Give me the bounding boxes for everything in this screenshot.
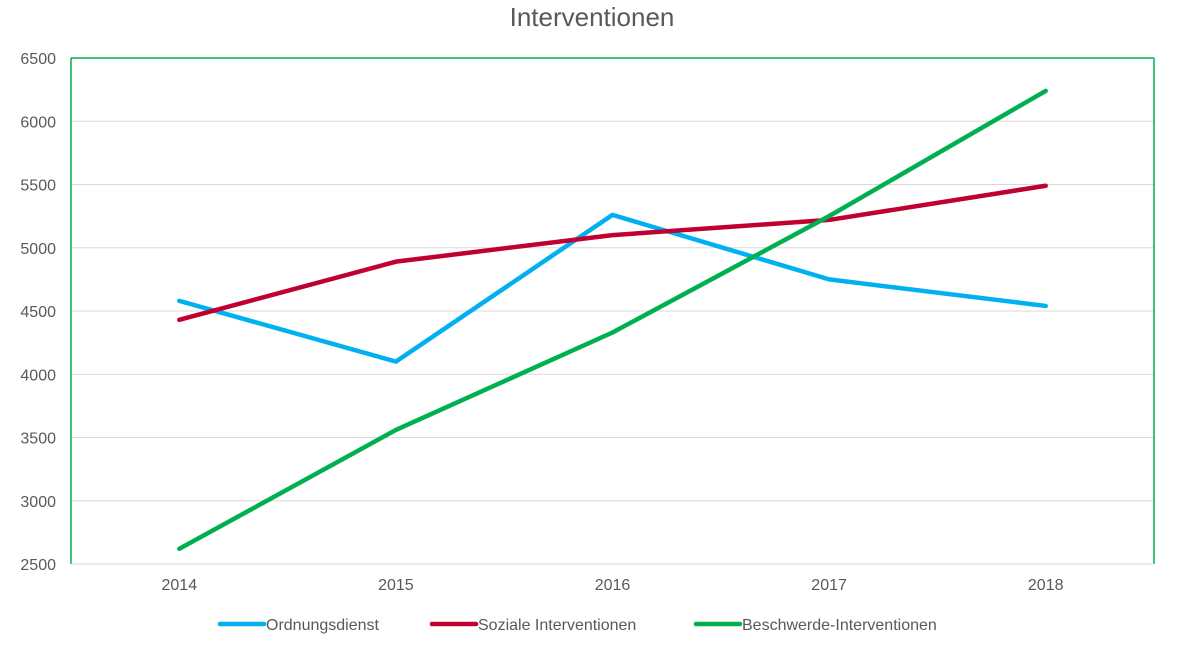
x-tick-label: 2014 [162,577,198,594]
x-tick-label: 2017 [811,577,847,594]
y-tick-label: 3000 [20,494,56,511]
y-tick-label: 2500 [20,557,56,574]
legend: Ordnungsdienst Soziale Interventionen Besc… [217,617,937,634]
legend-label: Soziale Interventionen [478,617,636,634]
y-tick-label: 5000 [20,241,56,258]
y-tick-label: 4500 [20,304,56,321]
legend-label: Beschwerde-Interventionen [742,617,937,634]
series-line-3 [177,88,1048,552]
y-tick-label: 6500 [20,51,56,68]
y-axis-ticks: 2500 3000 3500 4000 4500 5000 5500 6000 6500 [20,51,56,574]
series-lines [177,88,1048,552]
plot-frame [70,57,1155,565]
legend-label: Ordnungsdienst [266,617,380,634]
x-tick-label: 2015 [378,577,414,594]
grid-lines [71,120,1154,502]
x-tick-label: 2018 [1028,577,1064,594]
y-tick-label: 6000 [20,114,56,131]
series-line-1 [177,212,1048,364]
y-tick-label: 3500 [20,431,56,448]
x-tick-label: 2016 [595,577,631,594]
chart-title: Interventionen [510,2,675,32]
series-line-2 [177,183,1048,323]
y-tick-label: 4000 [20,367,56,384]
y-tick-label: 5500 [20,178,56,195]
x-axis-ticks: 2014 2015 2016 2017 2018 [162,577,1064,594]
